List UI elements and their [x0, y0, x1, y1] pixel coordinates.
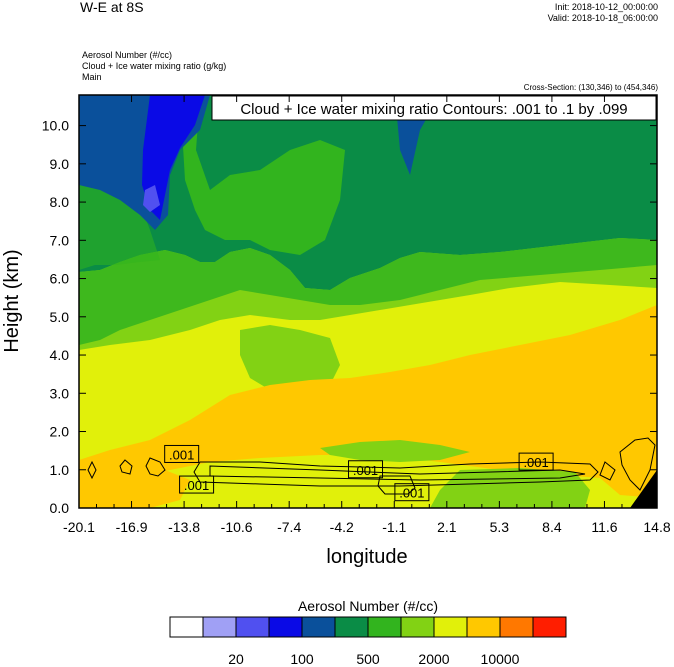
contour-label: .001 — [394, 483, 430, 502]
svg-text:.001: .001 — [523, 455, 548, 470]
x-tick-label: -1.1 — [382, 519, 406, 535]
colorbar: 20 100 500 2000 10000 — [169, 616, 567, 667]
y-tick-label: 5.0 — [50, 309, 70, 325]
x-tick-label: 14.8 — [643, 519, 670, 535]
y-tick-label: 10.0 — [42, 118, 69, 134]
contour-lines — [87, 437, 656, 495]
colorbar-tick-label: 500 — [356, 651, 380, 667]
contour-label: .001 — [164, 444, 200, 463]
colorbar-swatch — [499, 616, 534, 638]
x-tick-label: 5.3 — [490, 519, 510, 535]
colorbar-swatch — [169, 616, 204, 638]
y-tick-label: 1.0 — [50, 462, 70, 478]
colorbar-swatch — [433, 616, 468, 638]
colorbar-swatch — [400, 616, 435, 638]
colorbar-swatch — [532, 616, 567, 638]
colorbar-label: Aerosol Number (#/cc) — [298, 598, 438, 614]
x-axis-label: longitude — [326, 546, 407, 568]
field-cloud-ice: Cloud + Ice water mixing ratio (g/kg) — [82, 61, 227, 71]
axis-ticks: -20.1 -16.9 -13.8 -10.6 -7.4 -4.2 -1.1 2.1 5.3 8.… — [42, 95, 671, 535]
field-aerosol: Aerosol Number (#/cc) — [82, 50, 173, 60]
y-tick-label: 7.0 — [50, 232, 70, 248]
colorbar-tick-label: 10000 — [481, 651, 520, 667]
field-description: Aerosol Number (#/cc) Cloud + Ice water … — [82, 50, 226, 83]
svg-text:.001: .001 — [169, 447, 194, 462]
svg-text:.001: .001 — [353, 463, 378, 478]
x-tick-label: -10.6 — [221, 519, 253, 535]
colorbar-swatch — [466, 616, 501, 638]
colorbar-swatch — [202, 616, 237, 638]
contour-title-box — [211, 95, 657, 121]
plot-title: W-E at 8S — [80, 0, 144, 15]
plot-frame — [78, 94, 658, 509]
colorbar-tick-label: 100 — [290, 651, 314, 667]
contour-title: Cloud + Ice water mixing ratio Contours:… — [240, 101, 627, 118]
x-tick-label: -13.8 — [168, 519, 200, 535]
x-tick-label: -20.1 — [63, 519, 95, 535]
colorbar-swatch — [334, 616, 369, 638]
x-tick-label: 2.1 — [437, 519, 457, 535]
colorbar-swatch — [268, 616, 303, 638]
cross-section-label: Cross-Section: (130,346) to (454,346) — [523, 83, 658, 92]
time-info: Init: 2018-10-12_00:00:00 Valid: 2018-10… — [548, 2, 658, 24]
colorbar-swatch — [235, 616, 270, 638]
x-tick-label: 11.6 — [591, 519, 617, 535]
colorbar-swatch — [367, 616, 402, 638]
contour-label: .001 — [518, 452, 554, 471]
contour-labels: .001 .001 .001 .001 .001 — [164, 444, 554, 502]
field-main: Main — [82, 72, 102, 82]
x-tick-label: -7.4 — [277, 519, 301, 535]
contour-label: .001 — [179, 475, 215, 494]
init-time: Init: 2018-10-12_00:00:00 — [554, 2, 658, 12]
x-tick-label: 8.4 — [542, 519, 562, 535]
svg-text:.001: .001 — [184, 478, 209, 493]
y-tick-label: 6.0 — [50, 271, 70, 287]
contour-label: .001 — [348, 460, 384, 479]
y-tick-label: 0.0 — [50, 500, 70, 516]
colorbar-swatch — [301, 616, 336, 638]
heatmap-field — [79, 95, 657, 508]
x-tick-label: -16.9 — [116, 519, 148, 535]
svg-text:.001: .001 — [399, 486, 424, 501]
x-tick-label: -4.2 — [330, 519, 354, 535]
y-tick-label: 8.0 — [50, 194, 70, 210]
valid-time: Valid: 2018-10-18_06:00:00 — [547, 13, 658, 23]
colorbar-tick-label: 2000 — [418, 651, 449, 667]
y-tick-label: 3.0 — [50, 385, 70, 401]
y-tick-label: 9.0 — [50, 156, 70, 172]
y-tick-label: 4.0 — [50, 347, 70, 363]
y-axis-label: Height (km) — [1, 249, 23, 352]
y-tick-label: 2.0 — [50, 424, 70, 440]
colorbar-tick-label: 20 — [228, 651, 244, 667]
